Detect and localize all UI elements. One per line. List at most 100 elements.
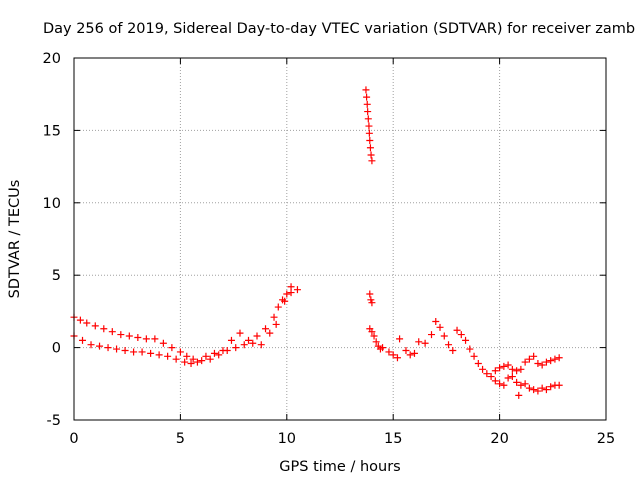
data-point [440,332,448,340]
data-point [104,344,112,352]
data-point [547,357,555,365]
data-point [364,115,372,123]
chart-title: Day 256 of 2019, Sidereal Day-to-day VTE… [43,21,635,37]
data-point [100,325,108,333]
data-point [76,316,84,324]
data-point [513,367,521,375]
data-point [432,318,440,326]
data-point [436,323,444,331]
data-point [538,361,546,369]
data-point [513,378,521,386]
data-point [138,348,146,356]
series-sdtvar-14-19-h [366,318,495,381]
data-point [368,328,376,336]
data-point [372,338,380,346]
data-point [364,108,372,116]
data-point [206,355,214,363]
data-point [272,320,280,328]
data-point [125,332,133,340]
data-point [525,384,533,392]
data-point [236,329,244,337]
plot-frame [73,57,607,421]
data-point [421,339,429,347]
data-point [274,303,282,311]
data-point [202,352,210,360]
series-sdtvar-19-23-h-lower [491,373,563,399]
data-point [415,338,423,346]
data-point [147,349,155,357]
data-point [293,286,301,294]
data-point [210,349,218,357]
data-point [108,328,116,336]
data-point [534,360,542,368]
data-point [151,335,159,343]
data-point [168,344,176,352]
data-point [176,348,184,356]
data-point [449,346,457,354]
series-sdtvar-13-7-14-h-spike [362,86,376,307]
data-point [187,360,195,368]
grid [74,58,606,420]
data-point [87,341,95,349]
data-point [113,345,121,353]
data-point [117,331,125,339]
data-point [500,362,508,370]
data-point [428,331,436,339]
data-point [366,137,374,145]
y-axis-label: SDTVAR / TECUs [7,180,23,299]
data-point [406,351,414,359]
data-point [466,345,474,353]
data-point [367,151,375,159]
data-point [508,373,516,381]
series-sdtvar-upper-track [70,283,301,366]
data-point [240,341,248,349]
data-point [508,365,516,373]
data-point [363,93,371,101]
data-point [198,357,206,365]
data-point [525,355,533,363]
data-point [244,336,252,344]
data-point [491,377,499,385]
data-point [479,365,487,373]
data-point [96,342,104,350]
y-tick-label: 15 [43,123,61,139]
data-point [79,336,87,344]
data-point [181,358,189,366]
data-point [483,370,491,378]
data-point [159,339,167,347]
data-point [253,332,261,340]
data-point [270,313,278,321]
x-tick-label: 15 [384,431,402,447]
data-point [504,374,512,382]
data-point [283,290,291,298]
data-point [83,319,91,327]
data-point [134,333,142,341]
data-point [515,391,523,399]
y-tick-label: 5 [52,268,61,284]
data-point [385,348,393,356]
data-point [491,367,499,375]
data-point [193,358,201,366]
x-tick-label: 20 [490,431,508,447]
data-point [521,380,529,388]
data-point [121,346,129,354]
data-point [91,322,99,330]
data-point [410,349,418,357]
data-point [496,364,504,372]
data-point [530,352,538,360]
data-point [542,386,550,394]
series-sdtvar-lower-track [70,289,295,368]
data-point [487,373,495,381]
data-point [363,100,371,108]
data-point [530,386,538,394]
data-point [445,341,453,349]
y-tick-label: 20 [43,51,61,67]
data-point [142,335,150,343]
x-tick-label: 5 [176,431,185,447]
x-tick-label: 10 [278,431,296,447]
data-point [227,336,235,344]
data-point [393,354,401,362]
data-point [521,358,529,366]
data-point [551,355,559,363]
